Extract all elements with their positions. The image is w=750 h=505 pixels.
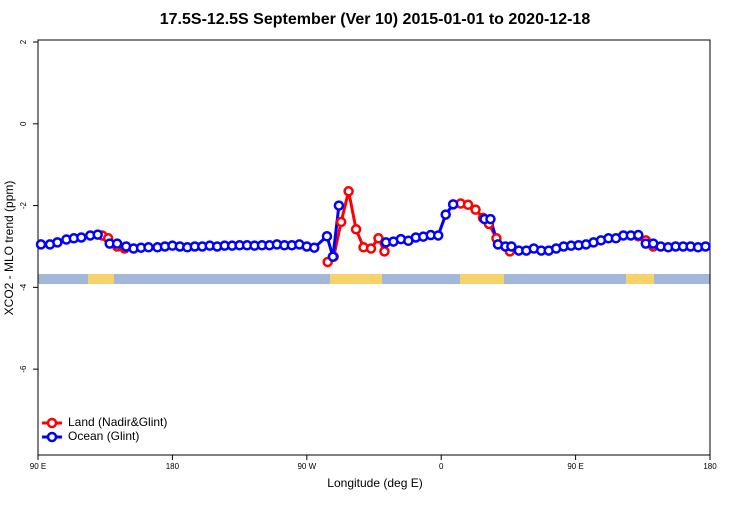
y-tick-label: -6 bbox=[19, 365, 28, 373]
point bbox=[432, 230, 444, 241]
point bbox=[92, 229, 103, 240]
legend-marker bbox=[46, 431, 58, 443]
point bbox=[365, 243, 377, 254]
x-tick-label: 180 bbox=[703, 462, 717, 471]
point bbox=[447, 199, 459, 210]
x-tick-label: 0 bbox=[439, 462, 444, 471]
surface-band bbox=[38, 274, 710, 284]
point bbox=[470, 204, 481, 215]
point bbox=[343, 186, 354, 197]
point bbox=[143, 242, 154, 253]
point bbox=[350, 224, 362, 235]
y-tick-label: -2 bbox=[19, 201, 28, 209]
y-tick-label: 0 bbox=[19, 121, 28, 126]
x-tick-label: 180 bbox=[166, 462, 180, 471]
y-tick-label: 2 bbox=[19, 39, 28, 44]
point bbox=[506, 241, 517, 252]
point bbox=[335, 216, 347, 228]
y-tick-label: -4 bbox=[19, 283, 28, 291]
point bbox=[462, 199, 474, 211]
point bbox=[309, 242, 320, 253]
x-tick-label: 90 W bbox=[297, 462, 316, 471]
land-patch bbox=[626, 274, 654, 284]
land-patch bbox=[330, 274, 382, 284]
legend-label: Ocean (Glint) bbox=[68, 429, 139, 443]
point bbox=[440, 209, 451, 220]
point bbox=[633, 229, 644, 241]
point bbox=[321, 231, 333, 242]
land-patch bbox=[460, 274, 504, 284]
x-tick-label: 90 E bbox=[567, 462, 583, 471]
point bbox=[111, 238, 123, 249]
legend-marker bbox=[46, 417, 58, 429]
point bbox=[333, 200, 345, 211]
point bbox=[35, 239, 47, 250]
point bbox=[52, 237, 63, 248]
chart-title: 17.5S-12.5S September (Ver 10) 2015-01-0… bbox=[160, 11, 591, 28]
y-axis-label: XCO2 - MLO trend (ppm) bbox=[2, 181, 16, 316]
legend-label: Land (Nadir&Glint) bbox=[68, 415, 167, 429]
land-patch bbox=[88, 274, 114, 284]
point bbox=[485, 213, 496, 225]
point bbox=[379, 246, 390, 257]
point bbox=[76, 232, 87, 243]
point bbox=[373, 233, 384, 244]
point bbox=[327, 251, 339, 262]
point bbox=[700, 241, 711, 252]
x-tick-label: 90 E bbox=[30, 462, 46, 471]
x-axis-label: Longitude (deg E) bbox=[327, 476, 422, 490]
